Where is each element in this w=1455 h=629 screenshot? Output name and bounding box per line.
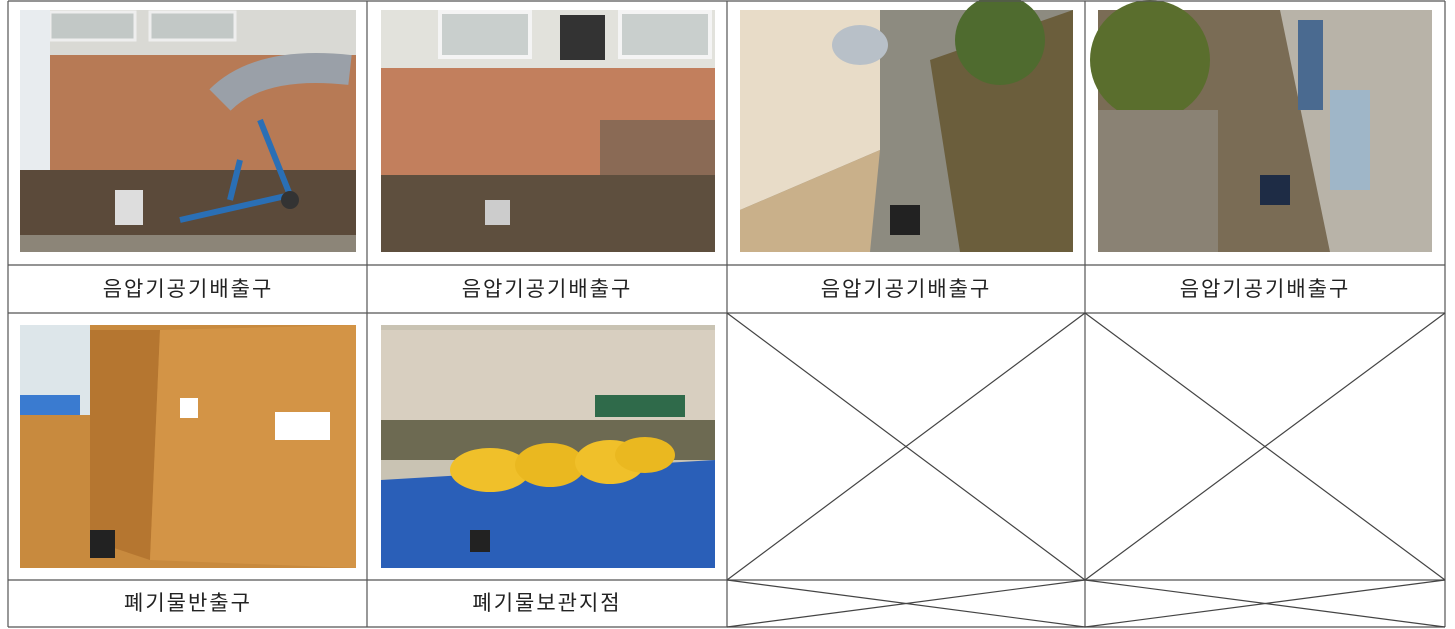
photo — [20, 325, 356, 568]
table-grid — [7, 0, 1446, 628]
empty-cell-marks — [726, 312, 1446, 628]
photo — [381, 10, 715, 252]
photo-caption: 폐기물반출구 — [124, 591, 252, 615]
photo — [740, 0, 1073, 252]
photo — [1090, 0, 1432, 252]
photo — [20, 10, 356, 252]
photo-caption: 음압기공기배출구 — [462, 277, 633, 301]
photo-caption: 음압기공기배출구 — [1180, 277, 1351, 301]
photo-caption: 음압기공기배출구 — [103, 277, 274, 301]
photo — [381, 325, 715, 568]
photo-caption: 폐기물보관지점 — [472, 591, 621, 615]
photo-caption: 음압기공기배출구 — [821, 277, 992, 301]
